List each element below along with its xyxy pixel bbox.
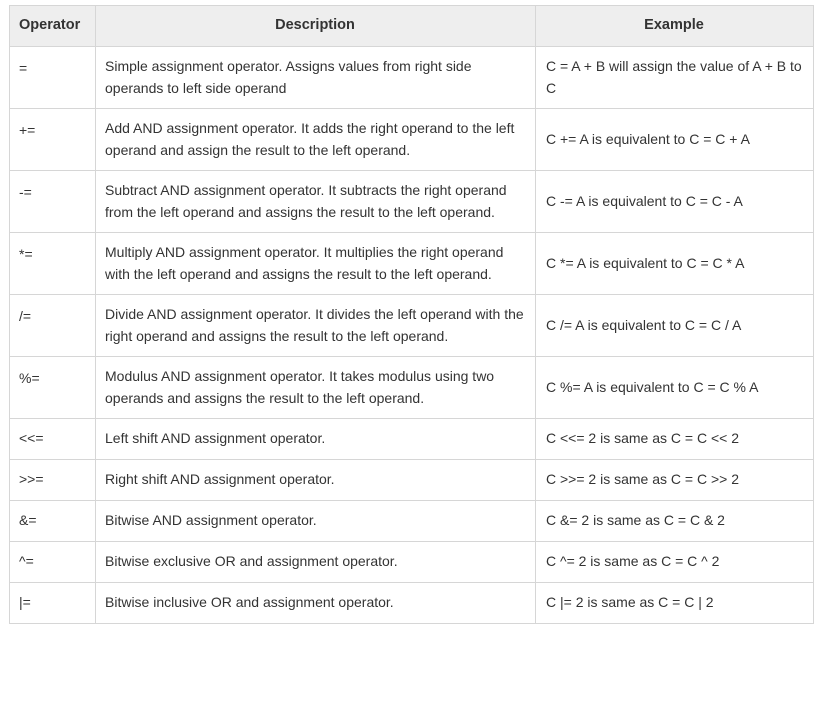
table-row: %= Modulus AND assignment operator. It t… <box>9 356 814 419</box>
example-cell: C <<= 2 is same as C = C << 2 <box>535 418 814 460</box>
operator-cell: *= <box>9 232 96 295</box>
header-operator: Operator <box>9 5 96 47</box>
description-cell: Right shift AND assignment operator. <box>95 459 536 501</box>
description-cell: Bitwise AND assignment operator. <box>95 500 536 542</box>
example-cell: C %= A is equivalent to C = C % A <box>535 356 814 419</box>
assignment-operators-table: Operator Description Example = Simple as… <box>9 5 814 624</box>
operator-cell: |= <box>9 582 96 624</box>
table-row: = Simple assignment operator. Assigns va… <box>9 46 814 109</box>
operator-cell: >>= <box>9 459 96 501</box>
header-row: Operator Description Example <box>9 5 814 47</box>
description-cell: Divide AND assignment operator. It divid… <box>95 294 536 357</box>
description-cell: Add AND assignment operator. It adds the… <box>95 108 536 171</box>
example-cell: C |= 2 is same as C = C | 2 <box>535 582 814 624</box>
table-row: &= Bitwise AND assignment operator. C &=… <box>9 500 814 542</box>
table-row: += Add AND assignment operator. It adds … <box>9 108 814 171</box>
description-cell: Modulus AND assignment operator. It take… <box>95 356 536 419</box>
example-cell: C ^= 2 is same as C = C ^ 2 <box>535 541 814 583</box>
table-body: = Simple assignment operator. Assigns va… <box>9 46 814 624</box>
table-row: |= Bitwise inclusive OR and assignment o… <box>9 582 814 624</box>
operator-cell: ^= <box>9 541 96 583</box>
example-cell: C *= A is equivalent to C = C * A <box>535 232 814 295</box>
operator-cell: /= <box>9 294 96 357</box>
header-description: Description <box>95 5 536 47</box>
table-row: >>= Right shift AND assignment operator.… <box>9 459 814 501</box>
example-cell: C &= 2 is same as C = C & 2 <box>535 500 814 542</box>
table-row: /= Divide AND assignment operator. It di… <box>9 294 814 357</box>
operator-cell: = <box>9 46 96 109</box>
description-cell: Multiply AND assignment operator. It mul… <box>95 232 536 295</box>
table-header: Operator Description Example <box>9 5 814 47</box>
example-cell: C -= A is equivalent to C = C - A <box>535 170 814 233</box>
example-cell: C /= A is equivalent to C = C / A <box>535 294 814 357</box>
description-cell: Bitwise exclusive OR and assignment oper… <box>95 541 536 583</box>
description-cell: Subtract AND assignment operator. It sub… <box>95 170 536 233</box>
table-row: <<= Left shift AND assignment operator. … <box>9 418 814 460</box>
example-cell: C = A + B will assign the value of A + B… <box>535 46 814 109</box>
example-cell: C >>= 2 is same as C = C >> 2 <box>535 459 814 501</box>
operator-cell: += <box>9 108 96 171</box>
header-example: Example <box>535 5 814 47</box>
content-area: Operator Description Example = Simple as… <box>9 5 814 624</box>
example-cell: C += A is equivalent to C = C + A <box>535 108 814 171</box>
table-row: -= Subtract AND assignment operator. It … <box>9 170 814 233</box>
operator-cell: %= <box>9 356 96 419</box>
description-cell: Simple assignment operator. Assigns valu… <box>95 46 536 109</box>
operator-cell: <<= <box>9 418 96 460</box>
table-row: ^= Bitwise exclusive OR and assignment o… <box>9 541 814 583</box>
operator-cell: -= <box>9 170 96 233</box>
operator-cell: &= <box>9 500 96 542</box>
description-cell: Bitwise inclusive OR and assignment oper… <box>95 582 536 624</box>
table-row: *= Multiply AND assignment operator. It … <box>9 232 814 295</box>
description-cell: Left shift AND assignment operator. <box>95 418 536 460</box>
